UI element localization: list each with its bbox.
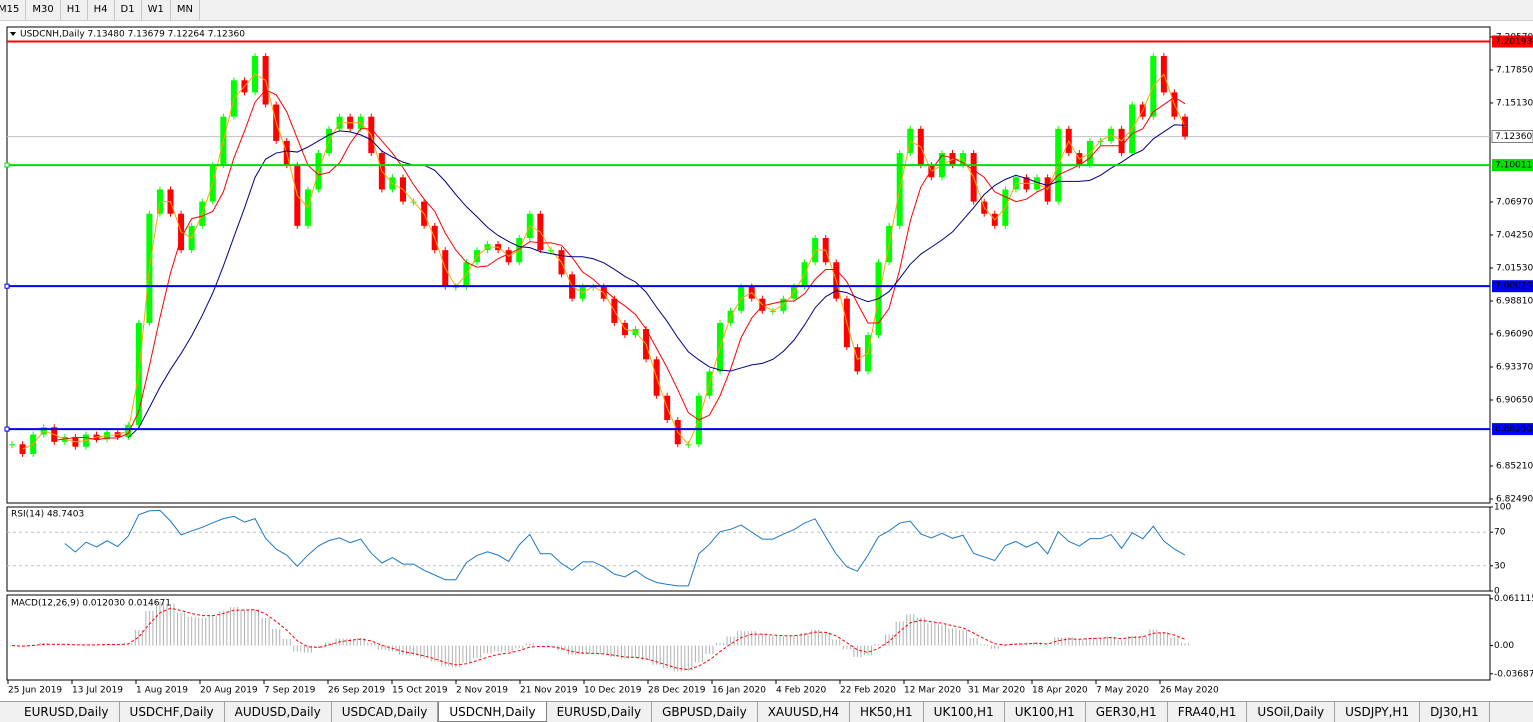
level-handle [4,162,10,168]
y-tick-label: 6.93370 [1496,362,1533,372]
main-panel [6,26,1491,504]
chart-tab[interactable]: USDCHF,Daily [120,702,225,722]
header-arrow [10,32,16,36]
x-tick-label: 26 May 2020 [1160,686,1219,696]
chart-tab[interactable]: USDJPY,H1 [1335,702,1421,722]
x-tick-label: 25 Jun 2019 [8,686,62,696]
main-plot [7,52,1490,457]
rsi-tick-label: 70 [1494,528,1506,538]
x-tick-label: 2 Nov 2019 [456,686,508,696]
level-label: 7.10011 [1495,161,1532,171]
y-tick-label: 6.90650 [1496,395,1533,405]
timeframe-button[interactable]: H4 [88,0,115,20]
level-box [1492,159,1533,172]
current-price-label: 7.12360 [1495,132,1532,142]
rsi-tick-label: 100 [1494,503,1511,513]
candle-body [9,444,15,446]
rsi-plot [7,509,1490,587]
x-tick-label: 18 Apr 2020 [1032,686,1088,696]
x-tick-label: 12 Mar 2020 [904,686,961,696]
timeframe-button[interactable]: M30 [26,0,61,20]
chart-tab[interactable]: USOil,Daily [1247,702,1336,722]
y-tick-label: 6.82490 [1496,494,1533,504]
chart-tab[interactable]: GER30,H1 [1086,702,1168,722]
chart-tab[interactable]: UK100,H1 [1005,702,1086,722]
x-tick-label: 31 Mar 2020 [968,686,1025,696]
x-tick-label: 15 Oct 2019 [392,686,448,696]
chart-tab[interactable]: USDCAD,Daily [332,702,439,722]
x-tick-label: 10 Dec 2019 [584,686,642,696]
level-label: 7.20193 [1495,37,1532,47]
chart-tab[interactable]: UK100,H1 [924,702,1005,722]
level-handle [4,426,10,432]
chart-tab[interactable]: FRA40,H1 [1168,702,1248,722]
y-tick-label: 7.01530 [1496,263,1533,273]
x-tick-label: 13 Jul 2019 [72,686,123,696]
x-tick-label: 20 Aug 2019 [200,686,258,696]
chart-tab[interactable]: USDCNH,Daily [438,702,547,722]
macd-label: MACD(12,26,9) 0.012030 0.014671 [11,599,171,609]
timeframe-button[interactable]: M15 [0,0,27,20]
chart-tab[interactable]: DJ30,H1 [1420,702,1490,722]
level-box [1492,280,1533,293]
rsi-tick-label: 30 [1494,561,1506,571]
x-tick-label: 7 May 2020 [1096,686,1149,696]
macd-plot [11,601,1189,672]
macd-tick-label: 0.061115 [1494,594,1533,604]
x-tick-label: 21 Nov 2019 [520,686,578,696]
x-tick-label: 28 Dec 2019 [648,686,706,696]
x-tick-label: 4 Feb 2020 [776,686,827,696]
timeframe-button[interactable]: D1 [115,0,142,20]
macd-tick-label: -0.03687 [1494,669,1533,679]
chart-tab[interactable]: HK50,H1 [850,702,924,722]
level-handle [4,283,10,289]
y-tick-label: 6.98810 [1496,296,1533,306]
rsi-line [64,509,1186,587]
x-tick-label: 16 Jan 2020 [712,686,766,696]
timeframe-button[interactable]: H1 [61,0,88,20]
chart-tab[interactable]: XAUUSD,H4 [758,702,851,722]
chart-window: USDCNH,Daily 7.13480 7.13679 7.12264 7.1… [4,26,1533,696]
y-tick-label: 7.15130 [1496,98,1533,108]
current-price-box [1491,130,1533,143]
level-box [1492,423,1533,436]
moving-average [127,124,1186,439]
chart-tab[interactable]: EURUSD,Daily [547,702,653,722]
rsi-panel [6,506,1491,592]
macd-signal [11,607,1186,671]
timeframe-toolbar: M15 M30 H1 H4 D1 W1 MN [0,0,1533,21]
level-label: 7.00029 [1495,282,1532,292]
moving-average [54,89,1186,441]
x-tick-label: 1 Aug 2019 [136,686,188,696]
rsi-label: RSI(14) 48.7403 [11,510,84,520]
y-tick-label: 7.17850 [1496,65,1533,75]
level-box [1492,35,1533,48]
x-tick-label: 26 Sep 2019 [328,686,385,696]
x-tick-label: 7 Sep 2019 [264,686,316,696]
timeframe-button[interactable]: MN [171,0,200,20]
timeframe-button[interactable]: W1 [142,0,171,20]
rsi-tick-label: 0 [1494,587,1500,597]
chart-header: USDCNH,Daily 7.13480 7.13679 7.12264 7.1… [20,30,245,40]
y-tick-label: 6.85210 [1496,461,1533,471]
chart-tabs: EURUSD,Daily USDCHF,Daily AUDUSD,Daily USDC… [0,701,1533,722]
y-tick-label: 7.04250 [1496,230,1533,240]
level-label: 6.88250 [1495,425,1532,435]
y-tick-label: 6.96090 [1496,329,1533,339]
y-tick-label: 7.06970 [1496,197,1533,207]
x-tick-label: 22 Feb 2020 [840,686,896,696]
chart-tab[interactable]: AUDUSD,Daily [225,702,332,722]
moving-average [22,73,1186,450]
macd-tick-label: 0.00 [1494,641,1514,651]
chart-tab[interactable]: GBPUSD,Daily [652,702,758,722]
chart-tab[interactable]: EURUSD,Daily [14,702,120,722]
